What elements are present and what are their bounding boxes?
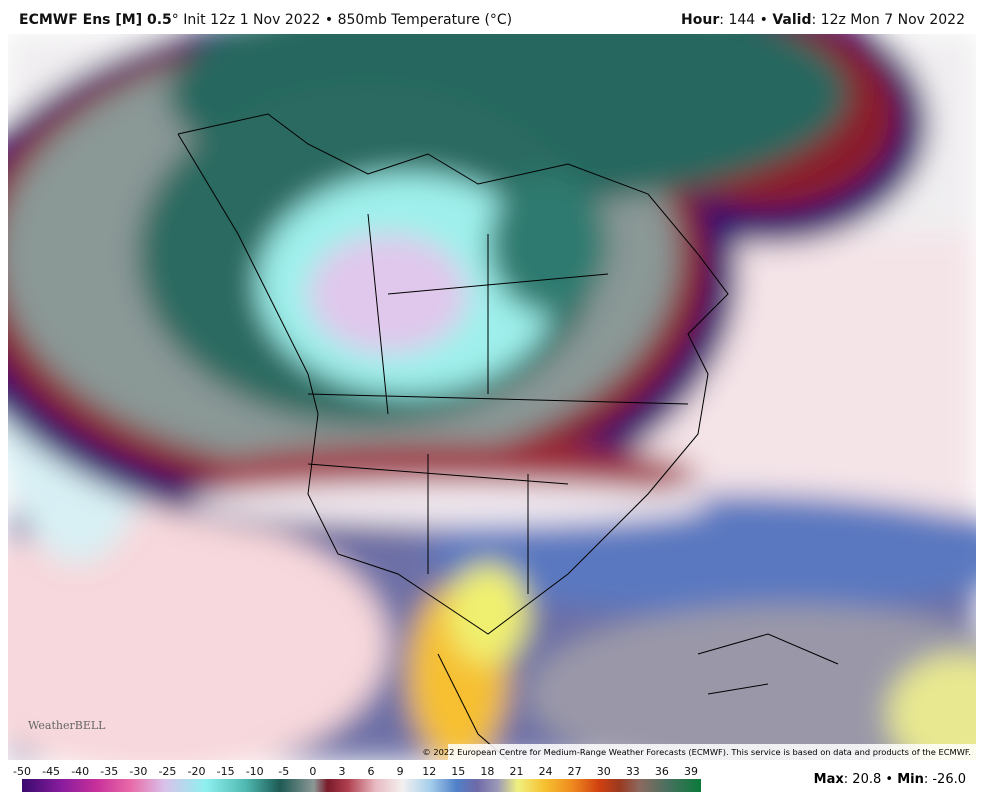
model-name: ECMWF Ens [M] 0.5 [19,12,172,28]
colorbar-label: -35 [100,765,119,778]
min-label: Min [897,772,924,787]
colorbar-label: 36 [654,765,669,778]
colorbar-label: 18 [480,765,495,778]
max-min: Max: 20.8 • Min: -26.0 [813,772,966,787]
colorbar-label: -45 [42,765,61,778]
temperature-field [8,34,976,760]
min: -26.0 [932,772,966,787]
colorbar [22,779,701,792]
copyright-bg [448,744,976,760]
colorbar-label: 6 [367,765,375,778]
colorbar-label: 27 [567,765,582,778]
subtitle: ° Init 12z 1 Nov 2022 • 850mb Temperatur… [171,12,513,28]
hour: 144 [728,12,756,28]
hour-label: Hour [681,12,720,28]
colorbar-label: 24 [538,765,553,778]
colorbar-label: -25 [158,765,177,778]
copyright: © 2022 European Centre for Medium-Range … [422,747,971,757]
colorbar-label: -50 [13,765,31,778]
colorbar-label: 30 [596,765,611,778]
colorbar-label: 0 [309,765,317,778]
max-label: Max [813,772,844,787]
valid: 12z Mon 7 Nov 2022 [820,12,965,28]
colorbar-label: 39 [684,765,698,778]
colorbar-label: -40 [71,765,90,778]
colorbar-label: -30 [129,765,148,778]
colorbar-label: -10 [245,765,264,778]
colorbar-label: -15 [216,765,235,778]
colorbar-label: -20 [187,765,206,778]
title: ECMWF Ens [M] 0.5° Init 12z 1 Nov 2022 •… [19,12,512,28]
colorbar-label: -5 [278,765,290,778]
valid-label: Valid [772,12,812,28]
colorbar-label: 15 [451,765,466,778]
coastlines [177,113,839,760]
max: 20.8 [852,772,882,787]
valid-time: Hour: 144 • Valid: 12z Mon 7 Nov 2022 [681,12,965,28]
colorbar-label: 33 [625,765,640,778]
logo: WeatherBELL [28,719,106,732]
colorbar-label: 12 [422,765,437,778]
colorbar-label: 9 [396,765,404,778]
map: WeatherBELL © 2022 European Centre for M… [8,34,976,760]
colorbar-label: 3 [338,765,346,778]
colorbar-label: 21 [509,765,524,778]
